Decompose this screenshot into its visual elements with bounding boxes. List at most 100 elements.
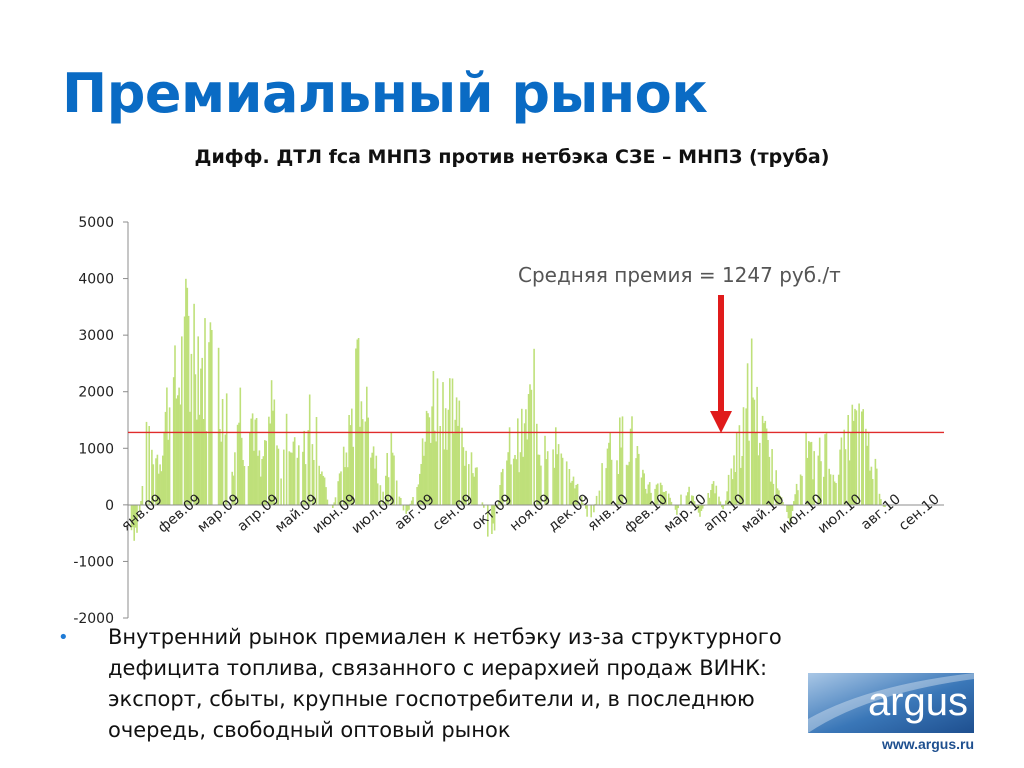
bar: [332, 504, 334, 508]
y-tick-label: 3000: [78, 328, 114, 344]
bar: [546, 451, 549, 505]
y-tick-label: 4000: [78, 272, 114, 288]
bar: [259, 476, 262, 505]
bar: [797, 490, 799, 505]
y-tick-label: 0: [105, 498, 114, 514]
bar: [308, 394, 311, 505]
bar: [620, 447, 622, 505]
bar: [133, 504, 135, 541]
bar: [347, 467, 349, 505]
bar: [851, 404, 854, 505]
bar: [409, 503, 412, 505]
bar: [179, 404, 182, 505]
bar: [844, 449, 847, 505]
bar: [674, 504, 677, 510]
bar: [461, 427, 463, 505]
bar: [307, 430, 310, 505]
bar: [285, 413, 288, 505]
bar: [731, 479, 734, 505]
bar: [371, 452, 373, 505]
bar: [159, 464, 161, 505]
bar: [514, 455, 516, 505]
bar: [186, 287, 189, 505]
bar: [221, 399, 224, 505]
bar: [205, 431, 208, 505]
bar: [617, 474, 620, 505]
y-tick-label: 2000: [78, 385, 114, 401]
bar: [823, 476, 825, 505]
bar: [761, 415, 764, 505]
bar: [454, 419, 456, 505]
bar: [366, 386, 368, 505]
bar: [772, 483, 775, 505]
bar: [799, 474, 802, 505]
bar: [412, 497, 414, 505]
y-tick-label: 1000: [78, 441, 114, 457]
bar: [677, 504, 679, 509]
bar: [242, 460, 244, 505]
bar: [258, 450, 261, 505]
bar: [646, 493, 648, 505]
bar: [185, 278, 187, 505]
bar: [408, 504, 410, 510]
bar: [710, 490, 712, 505]
bar: [200, 368, 202, 505]
bar: [262, 456, 265, 505]
bar: [655, 484, 658, 505]
bar: [168, 407, 171, 505]
bar: [257, 455, 259, 505]
bar: [858, 403, 860, 505]
bar: [436, 378, 439, 505]
bar: [740, 467, 742, 505]
bullet-dot-icon: •: [58, 627, 69, 648]
bar: [533, 348, 535, 505]
bar: [338, 473, 341, 505]
logo-text: argus: [868, 680, 968, 724]
bar: [470, 452, 473, 505]
bar: [707, 493, 709, 505]
bar: [254, 419, 257, 505]
bar: [764, 420, 767, 505]
bar: [238, 422, 240, 505]
bar: [663, 492, 666, 505]
bar: [175, 398, 178, 505]
bar: [451, 378, 454, 505]
bar: [644, 488, 647, 505]
bar: [198, 414, 201, 505]
bar: [810, 441, 813, 505]
y-tick-label: 5000: [78, 215, 114, 231]
bar: [662, 491, 665, 505]
bar: [825, 433, 828, 505]
chart-title: Дифф. ДТЛ fca МНПЗ против нетбэка СЗЕ – …: [194, 146, 830, 168]
bar: [529, 384, 531, 505]
bar: [236, 424, 239, 505]
bar: [472, 473, 474, 505]
bar: [735, 432, 738, 505]
bar: [465, 450, 467, 505]
bar: [725, 500, 727, 505]
bar: [272, 410, 274, 505]
bar: [428, 417, 431, 505]
bar: [196, 419, 198, 505]
bar: [854, 408, 856, 505]
bar: [250, 418, 252, 505]
bar: [718, 496, 720, 505]
bar: [571, 480, 573, 505]
bar: [871, 479, 874, 505]
bar: [839, 449, 841, 505]
bar: [447, 409, 450, 505]
bar: [487, 504, 489, 537]
bar: [273, 399, 276, 505]
bar: [627, 465, 629, 505]
bar: [506, 460, 508, 505]
bar: [219, 429, 221, 505]
bar: [643, 473, 645, 505]
bar: [647, 484, 650, 505]
bar: [193, 303, 195, 505]
bar: [795, 483, 798, 505]
bar: [387, 477, 390, 505]
bar: [435, 441, 437, 505]
bar: [519, 452, 522, 505]
bar: [443, 449, 446, 505]
